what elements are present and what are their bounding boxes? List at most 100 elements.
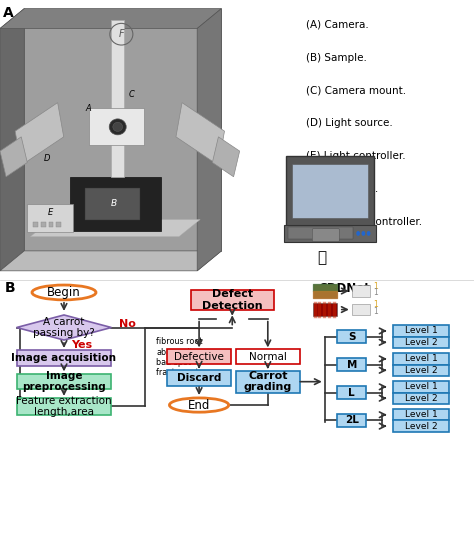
Text: 1: 1: [373, 282, 378, 291]
FancyBboxPatch shape: [284, 225, 376, 242]
Text: End: End: [188, 399, 210, 411]
FancyBboxPatch shape: [393, 409, 449, 420]
Text: Level 2: Level 2: [405, 338, 437, 347]
Text: Normal: Normal: [249, 352, 287, 362]
FancyBboxPatch shape: [393, 325, 449, 337]
Text: Discard: Discard: [177, 373, 221, 383]
Text: (D) Light source.: (D) Light source.: [306, 119, 392, 129]
Circle shape: [367, 231, 371, 236]
FancyBboxPatch shape: [286, 157, 374, 226]
Text: B: B: [5, 281, 15, 295]
FancyBboxPatch shape: [337, 386, 366, 399]
FancyBboxPatch shape: [393, 337, 449, 348]
FancyBboxPatch shape: [393, 381, 449, 392]
Text: Carrot
grading: Carrot grading: [244, 371, 292, 392]
Text: CDDNet: CDDNet: [319, 282, 370, 295]
FancyBboxPatch shape: [393, 353, 449, 364]
Polygon shape: [24, 8, 221, 251]
FancyBboxPatch shape: [70, 177, 161, 231]
FancyBboxPatch shape: [337, 414, 366, 427]
FancyBboxPatch shape: [288, 228, 353, 239]
Polygon shape: [17, 315, 111, 340]
Text: 2L: 2L: [345, 415, 359, 425]
FancyBboxPatch shape: [292, 164, 367, 218]
Text: C: C: [129, 89, 135, 98]
Text: M: M: [346, 359, 357, 369]
FancyBboxPatch shape: [313, 284, 337, 298]
Circle shape: [362, 231, 365, 236]
Text: Defective: Defective: [174, 352, 224, 362]
Text: 1: 1: [373, 307, 378, 316]
Text: F: F: [118, 29, 124, 39]
Text: (E) Light controller.: (E) Light controller.: [306, 151, 405, 161]
FancyBboxPatch shape: [236, 349, 300, 364]
FancyBboxPatch shape: [393, 364, 449, 376]
Text: Level 2: Level 2: [405, 421, 437, 430]
Text: Level 1: Level 1: [404, 326, 438, 335]
Text: (G) Camera controller.: (G) Camera controller.: [306, 217, 422, 226]
Text: E: E: [47, 208, 53, 217]
Text: A carrot
passing by?: A carrot passing by?: [33, 317, 95, 338]
Text: Defect
Detection: Defect Detection: [202, 290, 263, 311]
Bar: [56, 222, 61, 226]
Text: L: L: [348, 387, 355, 397]
FancyBboxPatch shape: [337, 358, 366, 371]
Text: Level 2: Level 2: [405, 394, 437, 402]
Text: Image acquisition: Image acquisition: [11, 353, 117, 363]
FancyBboxPatch shape: [352, 304, 370, 315]
Circle shape: [356, 231, 360, 236]
Bar: [48, 222, 54, 226]
Bar: [41, 222, 46, 226]
Text: Begin: Begin: [47, 286, 81, 299]
Text: 1: 1: [373, 288, 378, 297]
FancyBboxPatch shape: [236, 371, 300, 393]
Text: (F) Photo box.: (F) Photo box.: [306, 184, 378, 194]
Polygon shape: [197, 8, 221, 271]
FancyBboxPatch shape: [352, 285, 370, 297]
Text: B: B: [111, 200, 117, 209]
Bar: [33, 222, 37, 226]
Polygon shape: [0, 137, 27, 177]
FancyBboxPatch shape: [337, 330, 366, 343]
Ellipse shape: [32, 285, 96, 300]
Polygon shape: [176, 103, 225, 165]
FancyBboxPatch shape: [17, 374, 111, 390]
Text: Level 1: Level 1: [404, 354, 438, 363]
Polygon shape: [0, 8, 221, 29]
FancyBboxPatch shape: [312, 229, 339, 241]
Text: (B) Sample.: (B) Sample.: [306, 53, 366, 63]
FancyBboxPatch shape: [393, 392, 449, 404]
Circle shape: [109, 119, 126, 135]
Text: Feature extraction
length,area: Feature extraction length,area: [16, 396, 112, 417]
Text: fibrous root
abnormity
bad spot
fracture etc.: fibrous root abnormity bad spot fracture…: [156, 337, 206, 377]
Polygon shape: [0, 251, 221, 271]
FancyBboxPatch shape: [191, 290, 274, 310]
Text: Level 2: Level 2: [405, 366, 437, 375]
Text: S: S: [348, 331, 356, 342]
Text: A: A: [85, 104, 91, 113]
FancyBboxPatch shape: [167, 370, 231, 386]
FancyBboxPatch shape: [85, 188, 139, 220]
FancyBboxPatch shape: [111, 20, 124, 177]
Polygon shape: [212, 137, 240, 177]
FancyBboxPatch shape: [17, 350, 111, 366]
Text: Level 1: Level 1: [404, 382, 438, 391]
Text: Level 1: Level 1: [404, 410, 438, 419]
Text: Yes: Yes: [71, 340, 92, 349]
Circle shape: [113, 122, 123, 131]
Text: No: No: [118, 319, 136, 329]
FancyBboxPatch shape: [313, 303, 337, 316]
FancyBboxPatch shape: [17, 398, 111, 415]
Text: ⓶: ⓶: [317, 250, 326, 266]
Text: (A) Camera.: (A) Camera.: [306, 20, 368, 30]
Text: D: D: [44, 154, 50, 163]
Text: 1: 1: [373, 301, 378, 310]
FancyBboxPatch shape: [90, 108, 144, 145]
FancyBboxPatch shape: [167, 349, 231, 364]
Text: (C) Camera mount.: (C) Camera mount.: [306, 86, 406, 96]
Ellipse shape: [170, 398, 229, 412]
FancyBboxPatch shape: [393, 420, 449, 432]
Text: A: A: [3, 6, 14, 20]
Polygon shape: [30, 220, 200, 236]
FancyBboxPatch shape: [27, 204, 73, 233]
